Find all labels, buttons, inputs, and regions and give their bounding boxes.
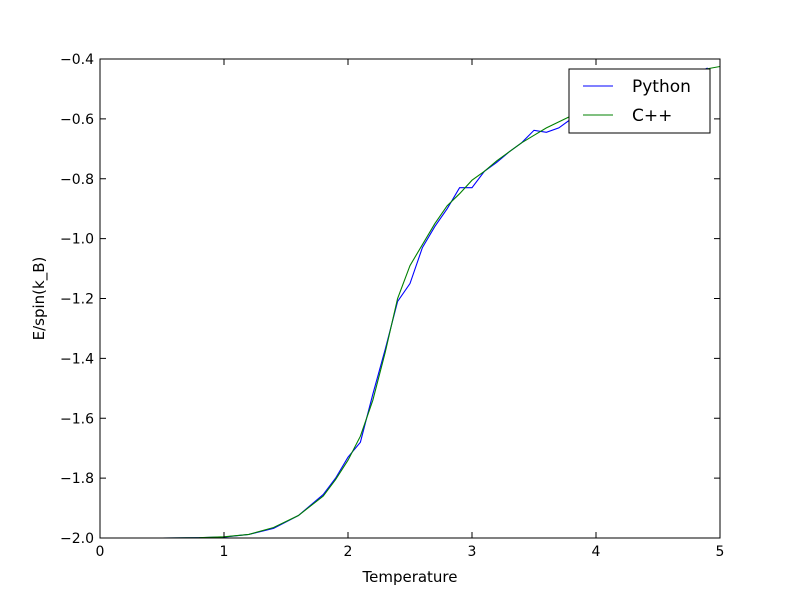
legend-box (568, 68, 711, 134)
axis-ticks: 0 1 2 3 4 5 −2.0 −1.8 −1.6 −1.4 −1.2 −1.0 −0.8 −0.6 −0… (60, 52, 724, 560)
y-tick-label: −0.8 (60, 172, 94, 188)
y-tick-label: −1.4 (60, 351, 94, 367)
y-axis-label: E/spin(k_B) (30, 257, 49, 341)
y-tick-label: −1.6 (60, 411, 94, 427)
y-tick-label: −1.8 (60, 471, 94, 487)
x-tick-label: 3 (468, 544, 477, 560)
y-tick-label: −2.0 (60, 531, 94, 547)
x-axis-label: Temperature (361, 568, 457, 586)
y-tick-label: −0.6 (60, 112, 94, 128)
x-tick-label: 2 (344, 544, 353, 560)
legend: Python C++ (568, 68, 711, 134)
y-tick-label: −0.4 (60, 52, 94, 68)
x-tick-label: 5 (716, 544, 725, 560)
plot-frame (99, 58, 721, 539)
y-tick-label: −1.0 (60, 232, 94, 248)
legend-label: Python (632, 77, 691, 97)
x-tick-label: 0 (96, 544, 105, 560)
x-tick-label: 1 (220, 544, 229, 560)
y-tick-label: −1.2 (60, 292, 94, 308)
legend-label: C++ (632, 106, 672, 126)
x-tick-label: 4 (592, 544, 601, 560)
